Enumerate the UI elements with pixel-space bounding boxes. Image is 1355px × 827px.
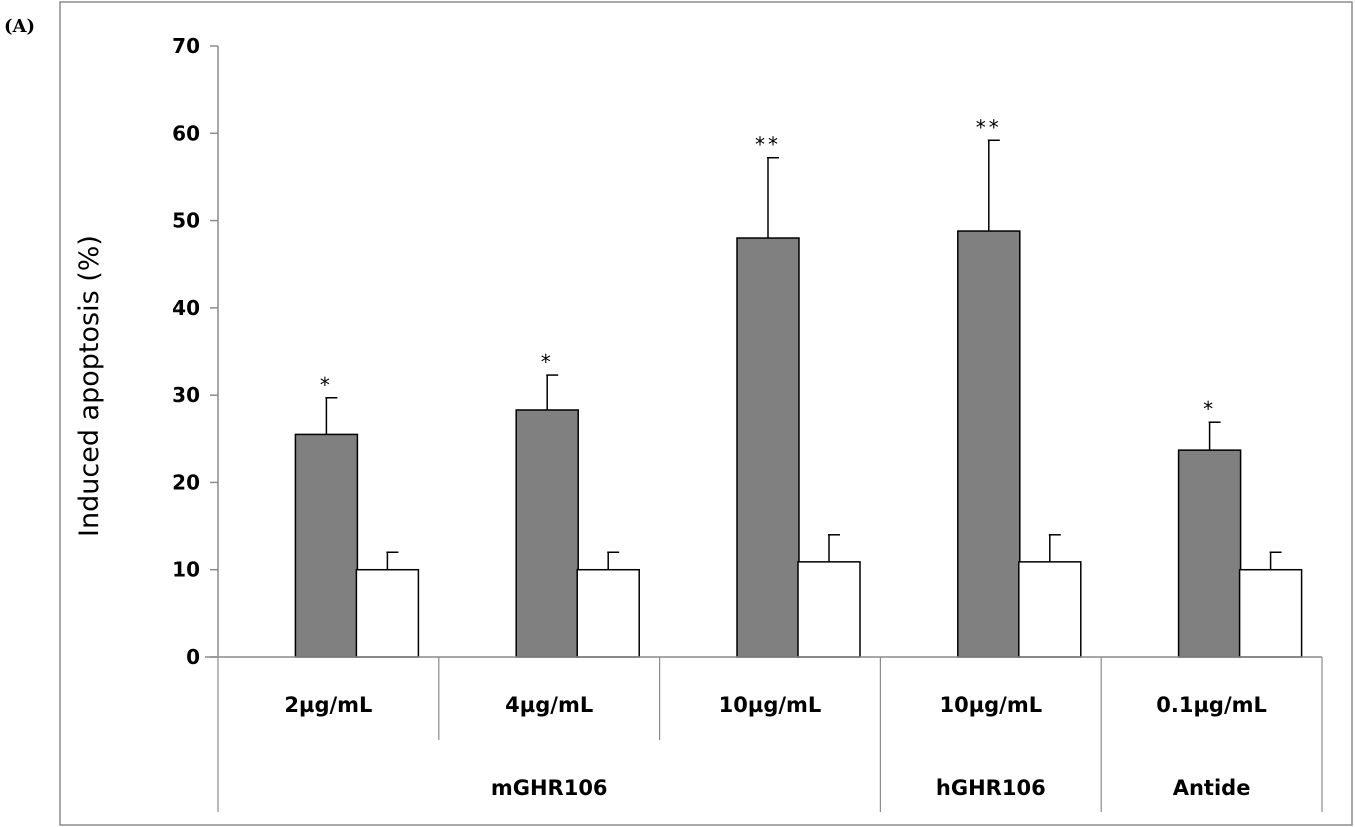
y-tick-label: 60 — [172, 121, 200, 145]
category-label: 10µg/mL — [719, 693, 822, 717]
y-tick-label: 40 — [172, 296, 200, 320]
significance-marker: ** — [755, 133, 781, 157]
panel-label: (A) — [4, 16, 35, 37]
category-label: 10µg/mL — [939, 693, 1042, 717]
bar — [355, 568, 420, 658]
bar — [515, 409, 579, 658]
y-tick-label: 20 — [172, 470, 200, 494]
significance-marker: * — [1203, 397, 1216, 421]
group-label: hGHR106 — [936, 776, 1046, 800]
group-label: mGHR106 — [491, 776, 608, 800]
chart-frame — [59, 1, 1353, 826]
y-tick-label: 50 — [172, 209, 200, 233]
y-tick-label: 70 — [172, 34, 200, 58]
category-label: 0.1µg/mL — [1156, 693, 1267, 717]
significance-marker: * — [320, 373, 333, 397]
bar — [576, 568, 640, 658]
group-label: Antide — [1173, 776, 1251, 800]
bar — [736, 237, 800, 658]
bar — [957, 230, 1021, 658]
x-axis: 2µg/mL 4µg/mL 10µg/mL 10µg/mL 0.1µg/mL mGHR10… — [205, 656, 1323, 812]
y-axis: 0 10 20 30 40 50 60 70 — [172, 34, 219, 669]
bar — [1238, 568, 1303, 658]
bar — [1018, 561, 1082, 658]
significance-marker: * — [541, 350, 554, 374]
bar — [294, 433, 359, 658]
y-axis-label: Induced apoptosis (%) — [74, 235, 105, 537]
significance-marker: ** — [976, 115, 1002, 139]
bar — [1177, 449, 1242, 658]
y-tick-label: 0 — [186, 645, 200, 669]
bar — [797, 561, 861, 658]
category-label: 4µg/mL — [505, 693, 593, 717]
y-tick-label: 30 — [172, 383, 200, 407]
bars-layer: ******* — [294, 115, 1303, 658]
y-tick-label: 10 — [172, 558, 200, 582]
category-label: 2µg/mL — [284, 693, 372, 717]
